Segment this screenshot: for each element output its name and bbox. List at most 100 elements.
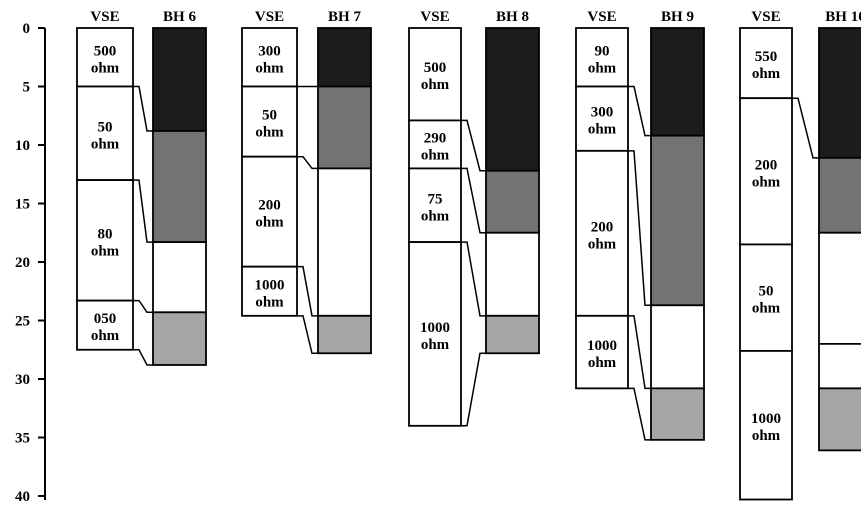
vse-layer — [241, 155, 298, 268]
correlation-line — [461, 167, 486, 234]
correlation-line — [628, 85, 651, 137]
vse-resistivity-unit: ohm — [588, 122, 617, 138]
vse-layer — [76, 27, 134, 88]
vse-resistivity-unit: ohm — [91, 328, 120, 344]
borehole-layer-white — [152, 241, 207, 314]
borehole-layer-dark-gray — [152, 130, 207, 244]
vse-resistivity-unit: ohm — [255, 294, 284, 310]
vse-resistivity-unit: ohm — [91, 136, 120, 152]
vse-resistivity-value: 75 — [428, 191, 443, 207]
vse-resistivity-value: 200 — [591, 219, 614, 235]
vse-header: VSE — [587, 9, 616, 25]
borehole-header: BH 8 — [496, 9, 529, 25]
borehole-layer-dark-gray — [485, 169, 540, 234]
vse-resistivity-value: 500 — [94, 43, 117, 59]
borehole-header: BH 7 — [328, 9, 361, 25]
vse-layer — [76, 299, 134, 351]
vse-resistivity-value: 50 — [98, 119, 113, 135]
correlation-line — [297, 315, 318, 355]
vse-header: VSE — [255, 9, 284, 25]
correlation-line — [461, 352, 486, 427]
vse-layer — [241, 85, 298, 158]
vse-resistivity-unit: ohm — [255, 215, 284, 231]
vse-layer — [575, 85, 629, 152]
vse-layer — [739, 243, 793, 352]
vse-resistivity-unit: ohm — [752, 174, 781, 190]
vse-layer — [241, 27, 298, 88]
depth-tick-label: 20 — [15, 255, 30, 271]
correlation-line — [133, 179, 153, 243]
correlation-line — [133, 85, 153, 132]
vse-resistivity-unit: ohm — [91, 60, 120, 76]
correlation-line — [461, 119, 486, 172]
vse-layer — [575, 149, 629, 317]
borehole-layer-white — [818, 231, 861, 390]
vse-resistivity-value: 1000 — [255, 277, 285, 293]
vse-resistivity-value: 300 — [591, 105, 614, 121]
depth-tick-label: 40 — [15, 489, 30, 505]
vse-resistivity-unit: ohm — [255, 125, 284, 141]
vse-header: VSE — [420, 9, 449, 25]
borehole-header: BH 6 — [163, 9, 196, 25]
vse-resistivity-value: 80 — [98, 226, 113, 242]
depth-tick-label: 0 — [23, 21, 31, 37]
correlation-line — [628, 150, 651, 307]
correlation-line — [628, 315, 651, 390]
depth-tick-label: 10 — [15, 138, 30, 154]
vse-resistivity-value: 290 — [424, 130, 447, 146]
depth-tick-label: 15 — [15, 197, 30, 213]
borehole-layer-white — [650, 304, 705, 390]
borehole-layer-light-gray — [650, 387, 705, 441]
vse-resistivity-value: 50 — [759, 284, 774, 300]
vse-resistivity-unit: ohm — [421, 147, 450, 163]
borehole-layer-black — [650, 27, 705, 137]
vse-resistivity-unit: ohm — [752, 301, 781, 317]
vse-resistivity-value: 50 — [262, 108, 277, 124]
vse-layer — [739, 97, 793, 246]
borehole-layer-light-gray — [485, 314, 540, 355]
vse-resistivity-unit: ohm — [588, 60, 617, 76]
vse-resistivity-value: 1000 — [420, 320, 450, 336]
vse-resistivity-value: 90 — [595, 43, 610, 59]
vse-layer — [408, 241, 462, 427]
vse-resistivity-value: 1000 — [587, 338, 617, 354]
vse-resistivity-value: 200 — [755, 157, 778, 173]
vse-layer — [575, 314, 629, 390]
correlation-line — [461, 241, 486, 317]
borehole-layer-dark-gray — [650, 134, 705, 307]
vse-header: VSE — [90, 9, 119, 25]
borehole-layer-black — [818, 27, 861, 159]
vse-layer — [739, 27, 793, 100]
vse-resistivity-value: 050 — [94, 311, 117, 327]
vse-resistivity-unit: ohm — [588, 355, 617, 371]
borehole-layer-light-gray — [152, 311, 207, 366]
vse-resistivity-unit: ohm — [255, 60, 284, 76]
borehole-layer-light-gray — [818, 387, 861, 452]
borehole-layer-light-gray — [317, 314, 372, 355]
vse-layer — [241, 265, 298, 317]
borehole-header: BH 9 — [661, 9, 694, 25]
correlation-line — [628, 387, 651, 441]
depth-tick-label: 30 — [15, 372, 30, 388]
borehole-header: BH 10 — [825, 9, 861, 25]
correlation-line — [133, 299, 153, 314]
borehole-layer-dark-gray — [317, 85, 372, 170]
vse-layer — [76, 85, 134, 181]
vse-layer — [575, 27, 629, 88]
vse-resistivity-unit: ohm — [752, 428, 781, 444]
vse-resistivity-unit: ohm — [91, 243, 120, 259]
vse-layer — [408, 119, 462, 170]
borehole-layer-dark-gray — [818, 156, 861, 234]
vse-layer — [408, 167, 462, 244]
correlation-line — [297, 265, 318, 317]
vse-resistivity-value: 550 — [755, 49, 778, 65]
correlation-line — [133, 349, 153, 366]
borehole-layer-black — [152, 27, 207, 132]
depth-tick-label: 25 — [15, 314, 30, 330]
borehole-layer-white — [317, 167, 372, 317]
borehole-layer-white — [485, 231, 540, 317]
vse-layer — [739, 350, 793, 501]
borehole-layer-black — [317, 27, 372, 88]
borehole-layer-black — [485, 27, 540, 172]
